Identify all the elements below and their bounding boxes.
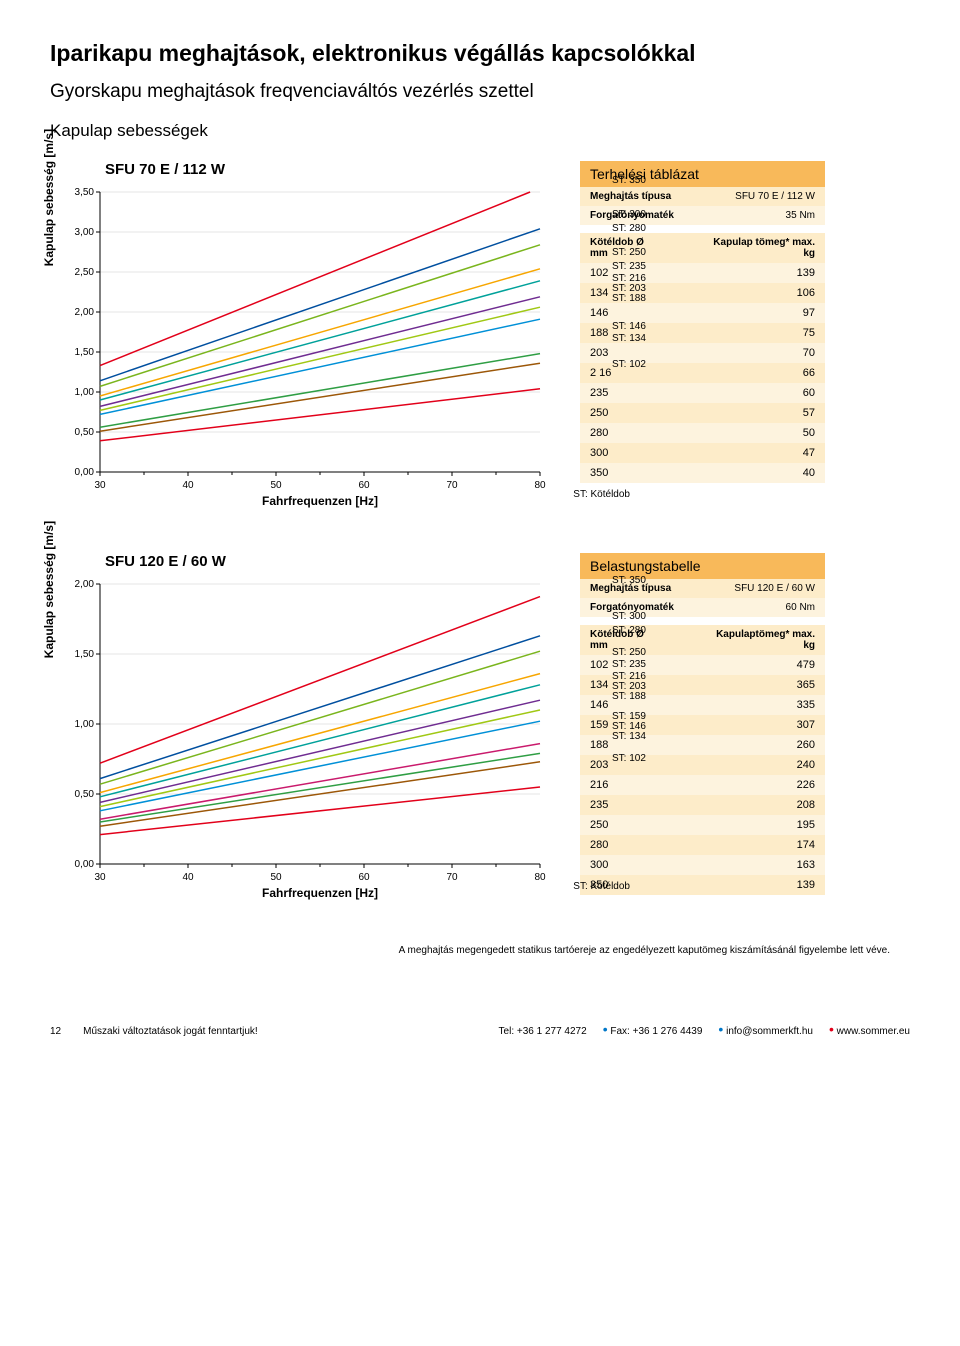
chart2: 0,00 0,50 1,00 1,50 2,00 30 40 50 60 70 80 xyxy=(50,574,550,884)
svg-text:0,50: 0,50 xyxy=(75,789,95,800)
page-title: Iparikapu meghajtások, elektronikus végá… xyxy=(50,40,910,67)
table-row: 216226 xyxy=(580,775,825,795)
series-label: ST: 146 xyxy=(612,321,646,332)
page-number: 12 xyxy=(50,1026,61,1037)
table-row: 14697 xyxy=(580,303,825,323)
chart1-xlabel: Fahrfrequenzen [Hz] xyxy=(50,494,550,508)
series-label: ST: 350 xyxy=(612,175,646,186)
table1-type-label: Meghajtás típusa xyxy=(590,191,671,202)
svg-text:40: 40 xyxy=(182,480,194,491)
section-chart1: SFU 70 E / 112 W Kapulap sebesség [m/s] … xyxy=(50,161,910,508)
svg-text:70: 70 xyxy=(446,480,458,491)
svg-text:0,00: 0,00 xyxy=(75,859,95,870)
chart1: 0,00 0,50 1,00 1,50 2,00 2,50 3,00 3,50 30 40 50 60… xyxy=(50,182,550,492)
series-label: ST: 134 xyxy=(612,333,646,344)
series-label: ST: 235 xyxy=(612,261,646,272)
series-label: ST: 102 xyxy=(612,359,646,370)
chart2-st-legend: ST: Kötéldob xyxy=(573,881,630,892)
table-row: 30047 xyxy=(580,443,825,463)
svg-text:1,00: 1,00 xyxy=(75,387,95,398)
series-label: ST: 300 xyxy=(612,611,646,622)
table1-type-value: SFU 70 E / 112 W xyxy=(735,191,815,202)
svg-text:50: 50 xyxy=(270,480,282,491)
series-label: ST: 350 xyxy=(612,575,646,586)
footer-email: info@sommerkft.hu xyxy=(726,1026,813,1037)
footer-fax: Fax: +36 1 276 4439 xyxy=(610,1026,702,1037)
svg-text:1,50: 1,50 xyxy=(75,347,95,358)
table1-col1-unit: mm xyxy=(590,248,608,259)
section-chart2: SFU 120 E / 60 W Kapulap sebesség [m/s] … xyxy=(50,553,910,900)
series-label: ST: 134 xyxy=(612,731,646,742)
svg-text:80: 80 xyxy=(534,872,546,883)
table1-col2-unit: kg xyxy=(803,248,815,259)
table2-type-value: SFU 120 E / 60 W xyxy=(734,583,815,594)
footer-web: www.sommer.eu xyxy=(837,1026,910,1037)
svg-text:0,00: 0,00 xyxy=(75,467,95,478)
page-subtitle: Gyorskapu meghajtások freqvenciaváltós v… xyxy=(50,81,910,103)
table-row: 35040 xyxy=(580,463,825,483)
table-row: 25057 xyxy=(580,403,825,423)
series-label: ST: 250 xyxy=(612,247,646,258)
table-row: 250195 xyxy=(580,815,825,835)
table1-torque-value: 35 Nm xyxy=(786,210,815,221)
chart2-ylabel: Kapulap sebesség [m/s] xyxy=(42,520,56,657)
series-label: ST: 250 xyxy=(612,647,646,658)
chart2-xlabel: Fahrfrequenzen [Hz] xyxy=(50,886,550,900)
table1-col2-head: Kapulap tömeg* max. xyxy=(713,237,815,248)
chart1-title: SFU 70 E / 112 W xyxy=(105,161,550,178)
table-row: 28050 xyxy=(580,423,825,443)
svg-text:80: 80 xyxy=(534,480,546,491)
table2-col2-head: Kapulaptömeg* max. xyxy=(716,629,815,640)
svg-text:3,00: 3,00 xyxy=(75,227,95,238)
footer-tel: Tel: +36 1 277 4272 xyxy=(499,1026,587,1037)
svg-text:3,50: 3,50 xyxy=(75,187,95,198)
table-row: 235208 xyxy=(580,795,825,815)
chart1-ylabel: Kapulap sebesség [m/s] xyxy=(42,128,56,265)
table2-torque-value: 60 Nm xyxy=(786,602,815,613)
table-row: 23560 xyxy=(580,383,825,403)
svg-text:0,50: 0,50 xyxy=(75,427,95,438)
series-label: ST: 235 xyxy=(612,659,646,670)
svg-text:30: 30 xyxy=(94,872,106,883)
table2-col1-unit: mm xyxy=(590,640,608,651)
footer: 12 Műszaki változtatások jogát fenntartj… xyxy=(50,1026,910,1037)
chart2-title: SFU 120 E / 60 W xyxy=(105,553,550,570)
svg-text:60: 60 xyxy=(358,872,370,883)
chart1-st-legend: ST: Kötéldob xyxy=(573,489,630,500)
svg-text:1,00: 1,00 xyxy=(75,719,95,730)
series-label: ST: 188 xyxy=(612,691,646,702)
footnote: A meghajtás megengedett statikus tartóer… xyxy=(50,945,910,956)
series-label: ST: 280 xyxy=(612,625,646,636)
svg-text:30: 30 xyxy=(94,480,106,491)
table-row: 280174 xyxy=(580,835,825,855)
series-label: ST: 300 xyxy=(612,209,646,220)
svg-text:1,50: 1,50 xyxy=(75,649,95,660)
section-heading: Kapulap sebességek xyxy=(50,121,910,141)
svg-text:2,50: 2,50 xyxy=(75,267,95,278)
footer-note: Műszaki változtatások jogát fenntartjuk! xyxy=(83,1026,258,1037)
series-label: ST: 188 xyxy=(612,293,646,304)
series-label: ST: 280 xyxy=(612,223,646,234)
table-row: 300163 xyxy=(580,855,825,875)
table2-col2-unit: kg xyxy=(803,640,815,651)
svg-text:2,00: 2,00 xyxy=(75,579,95,590)
series-label: ST: 102 xyxy=(612,753,646,764)
svg-text:70: 70 xyxy=(446,872,458,883)
svg-text:40: 40 xyxy=(182,872,194,883)
svg-text:50: 50 xyxy=(270,872,282,883)
svg-text:2,00: 2,00 xyxy=(75,307,95,318)
svg-text:60: 60 xyxy=(358,480,370,491)
